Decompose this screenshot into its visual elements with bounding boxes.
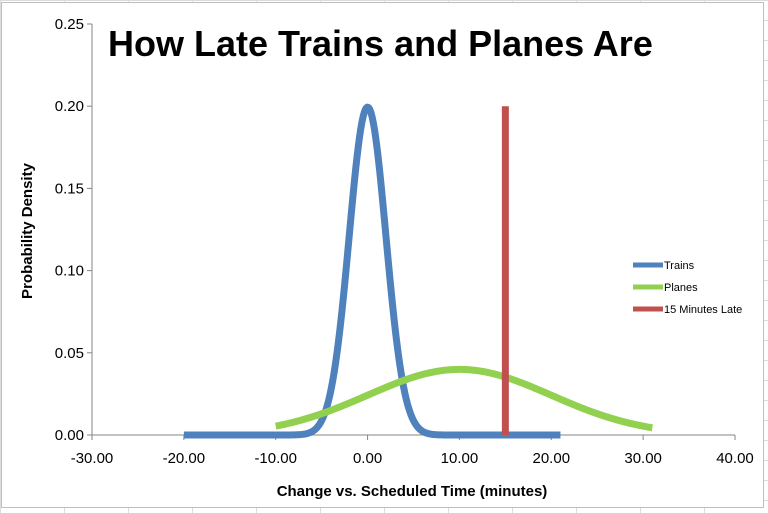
axes: 0.00 0.05 0.10 0.15 0.20 0.25 -30.00 -20.00 -10.… [55,16,754,467]
legend-label-trains: Trains [664,260,695,272]
x-tick-label: -10.00 [254,450,297,467]
x-tick-label: 10.00 [441,450,479,467]
y-tick-label: 0.15 [55,180,84,197]
y-tick-label: 0.00 [55,427,84,444]
legend-label-planes: Planes [664,282,698,294]
x-tick-label: -30.00 [71,450,114,467]
chart-title: How Late Trains and Planes Are [108,23,653,64]
x-tick-label: 0.00 [353,450,382,467]
x-tick-label: -20.00 [163,450,206,467]
x-axis-title: Change vs. Scheduled Time (minutes) [277,483,548,500]
y-tick-label: 0.20 [55,98,84,115]
legend: Trains Planes 15 Minutes Late [633,260,742,316]
y-tick-label: 0.10 [55,263,84,280]
legend-label-15-minutes-late: 15 Minutes Late [664,304,742,316]
x-tick-label: 20.00 [533,450,571,467]
y-tick-label: 0.05 [55,345,84,362]
series-layer [181,103,655,439]
y-axis-title: Probability Density [19,162,36,299]
series-line-planes [273,365,655,432]
x-tick-label: 40.00 [716,450,754,467]
y-tick-label: 0.25 [55,16,84,33]
series-line-trains [181,103,563,439]
x-tick-label: 30.00 [624,450,662,467]
